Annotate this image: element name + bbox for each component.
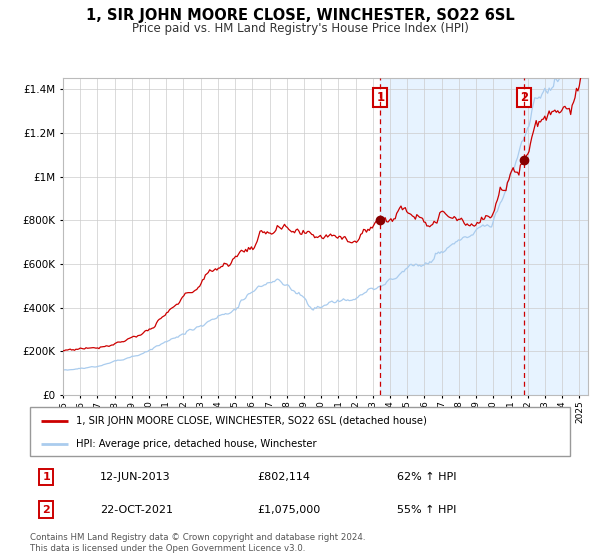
Text: 12-JUN-2013: 12-JUN-2013 (100, 472, 171, 482)
Text: 1, SIR JOHN MOORE CLOSE, WINCHESTER, SO22 6SL: 1, SIR JOHN MOORE CLOSE, WINCHESTER, SO2… (86, 8, 514, 24)
Text: £1,075,000: £1,075,000 (257, 505, 320, 515)
Text: 22-OCT-2021: 22-OCT-2021 (100, 505, 173, 515)
FancyBboxPatch shape (30, 407, 570, 456)
Text: 2: 2 (520, 91, 529, 104)
Text: 2: 2 (43, 505, 50, 515)
Text: 1: 1 (43, 472, 50, 482)
Text: 1: 1 (376, 91, 385, 104)
Text: Price paid vs. HM Land Registry's House Price Index (HPI): Price paid vs. HM Land Registry's House … (131, 22, 469, 35)
Text: 1, SIR JOHN MOORE CLOSE, WINCHESTER, SO22 6SL (detached house): 1, SIR JOHN MOORE CLOSE, WINCHESTER, SO2… (76, 416, 427, 426)
Text: Contains HM Land Registry data © Crown copyright and database right 2024.
This d: Contains HM Land Registry data © Crown c… (30, 533, 365, 553)
Text: 62% ↑ HPI: 62% ↑ HPI (397, 472, 457, 482)
Text: £802,114: £802,114 (257, 472, 310, 482)
Bar (380, 78, 600, 395)
Text: 55% ↑ HPI: 55% ↑ HPI (397, 505, 457, 515)
Text: HPI: Average price, detached house, Winchester: HPI: Average price, detached house, Winc… (76, 439, 317, 449)
